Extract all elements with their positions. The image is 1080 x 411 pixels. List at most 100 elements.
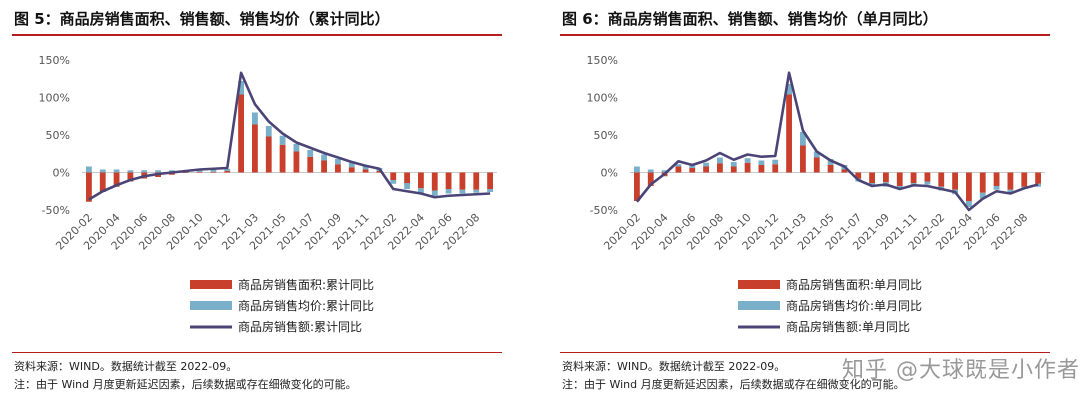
bar-price	[265, 126, 272, 137]
bar-price	[786, 84, 792, 95]
bar-price	[279, 135, 286, 145]
bar-price	[924, 181, 931, 185]
bar-area	[966, 172, 972, 201]
bar-area	[182, 172, 189, 173]
bar-price	[634, 166, 640, 173]
legend-swatch	[190, 280, 232, 289]
bar-area	[1007, 172, 1014, 190]
bar-area	[86, 172, 92, 202]
bar-price	[487, 189, 493, 192]
bar-price	[141, 170, 148, 173]
chart-title: 图 5：商品房销售面积、销售额、销售均价（累计同比）	[14, 10, 390, 28]
bar-price	[321, 154, 327, 161]
bar-price	[966, 201, 972, 207]
bar-area	[321, 160, 327, 173]
bar-area	[404, 172, 410, 183]
bar-price	[445, 189, 452, 194]
bar-price	[390, 180, 397, 184]
bar-price	[1007, 189, 1014, 193]
title-rule	[560, 34, 1050, 36]
bar-price	[431, 190, 438, 196]
bar-area	[390, 172, 397, 180]
bar-area	[786, 94, 792, 173]
sales-line	[635, 71, 1039, 212]
bar-price	[979, 192, 986, 199]
bar-area	[1021, 172, 1028, 187]
bar-area	[772, 164, 779, 173]
bar-price	[703, 162, 709, 167]
bar-price	[252, 112, 258, 125]
bar-price	[307, 150, 314, 157]
bar-price	[869, 183, 875, 186]
bar-area	[265, 136, 272, 173]
source-note: 资料来源：WIND。数据统计截至 2022-09。	[562, 360, 786, 373]
bar-area	[938, 172, 945, 187]
footnote: 注：由于 Wind 月度更新延迟因素，后续数据或存在细微变化的可能。	[14, 378, 357, 391]
bar-price	[127, 170, 134, 173]
bar-area	[307, 156, 314, 173]
y-tick-label: 0%	[601, 167, 618, 180]
bar-area	[252, 124, 258, 173]
bar-price	[113, 169, 120, 173]
chart-svg: 150%100%50%0%-50%2020-022020-042020-0620…	[587, 54, 1045, 334]
bar-area	[634, 172, 640, 201]
title-rule	[12, 34, 502, 36]
bar-price	[772, 159, 779, 165]
bar-price	[459, 189, 466, 194]
footnote: 注：由于 Wind 月度更新延迟因素，后续数据或存在细微变化的可能。	[562, 378, 905, 391]
bar-area	[113, 172, 120, 187]
bar-area	[896, 172, 903, 186]
bar-area	[924, 172, 931, 182]
bar-price	[689, 165, 696, 168]
bar-price	[647, 169, 654, 173]
bar-price	[86, 166, 92, 173]
bar-price	[210, 169, 217, 172]
bar-price	[744, 158, 751, 163]
bar-area	[362, 169, 369, 173]
bar-price	[675, 164, 682, 167]
legend-label: 商品房销售额:累计同比	[238, 319, 362, 334]
bar-area	[827, 165, 834, 173]
bar-price	[896, 186, 903, 189]
bar-area	[418, 172, 424, 189]
bar-area	[487, 172, 493, 189]
y-tick-label: 150%	[39, 54, 70, 67]
bar-area	[744, 162, 751, 173]
bar-price	[730, 162, 737, 167]
bar-area	[730, 166, 737, 173]
bar-area	[813, 157, 820, 173]
legend-label: 商品房销售面积:累计同比	[238, 277, 374, 292]
bar-area	[127, 172, 134, 182]
y-tick-label: -50%	[42, 204, 70, 217]
bar-price	[348, 162, 355, 168]
chart-panel-right: 图 6：商品房销售面积、销售额、销售均价（单月同比） 150% 100% 50% 0%…	[560, 0, 1080, 411]
legend-label: 商品房销售面积:单月同比	[786, 277, 922, 292]
bar-area	[279, 144, 286, 173]
bar-area	[99, 172, 106, 192]
bar-area	[348, 167, 355, 173]
bar-area	[855, 172, 862, 179]
bar-area	[210, 171, 217, 173]
bar-price	[362, 165, 369, 170]
sales-line	[88, 71, 491, 201]
bar-area	[473, 172, 480, 190]
bar-area	[224, 171, 231, 173]
bar-area	[758, 165, 765, 173]
bar-price	[993, 186, 1000, 190]
bar-price	[473, 189, 480, 193]
bar-area	[376, 171, 383, 173]
bar-price	[758, 160, 765, 165]
footer-rule	[12, 352, 502, 353]
bar-price	[827, 159, 834, 165]
bar-area	[800, 145, 806, 173]
legend-label: 商品房销售均价:累计同比	[238, 298, 374, 313]
y-tick-label: 50%	[594, 129, 618, 142]
bar-area	[675, 166, 682, 173]
bar-area	[293, 151, 300, 173]
bar-price	[155, 170, 161, 173]
y-tick-label: 0%	[53, 167, 70, 180]
bar-price	[335, 159, 341, 165]
y-tick-label: 100%	[587, 92, 618, 105]
bar-price	[293, 144, 300, 152]
bar-area	[238, 94, 244, 173]
